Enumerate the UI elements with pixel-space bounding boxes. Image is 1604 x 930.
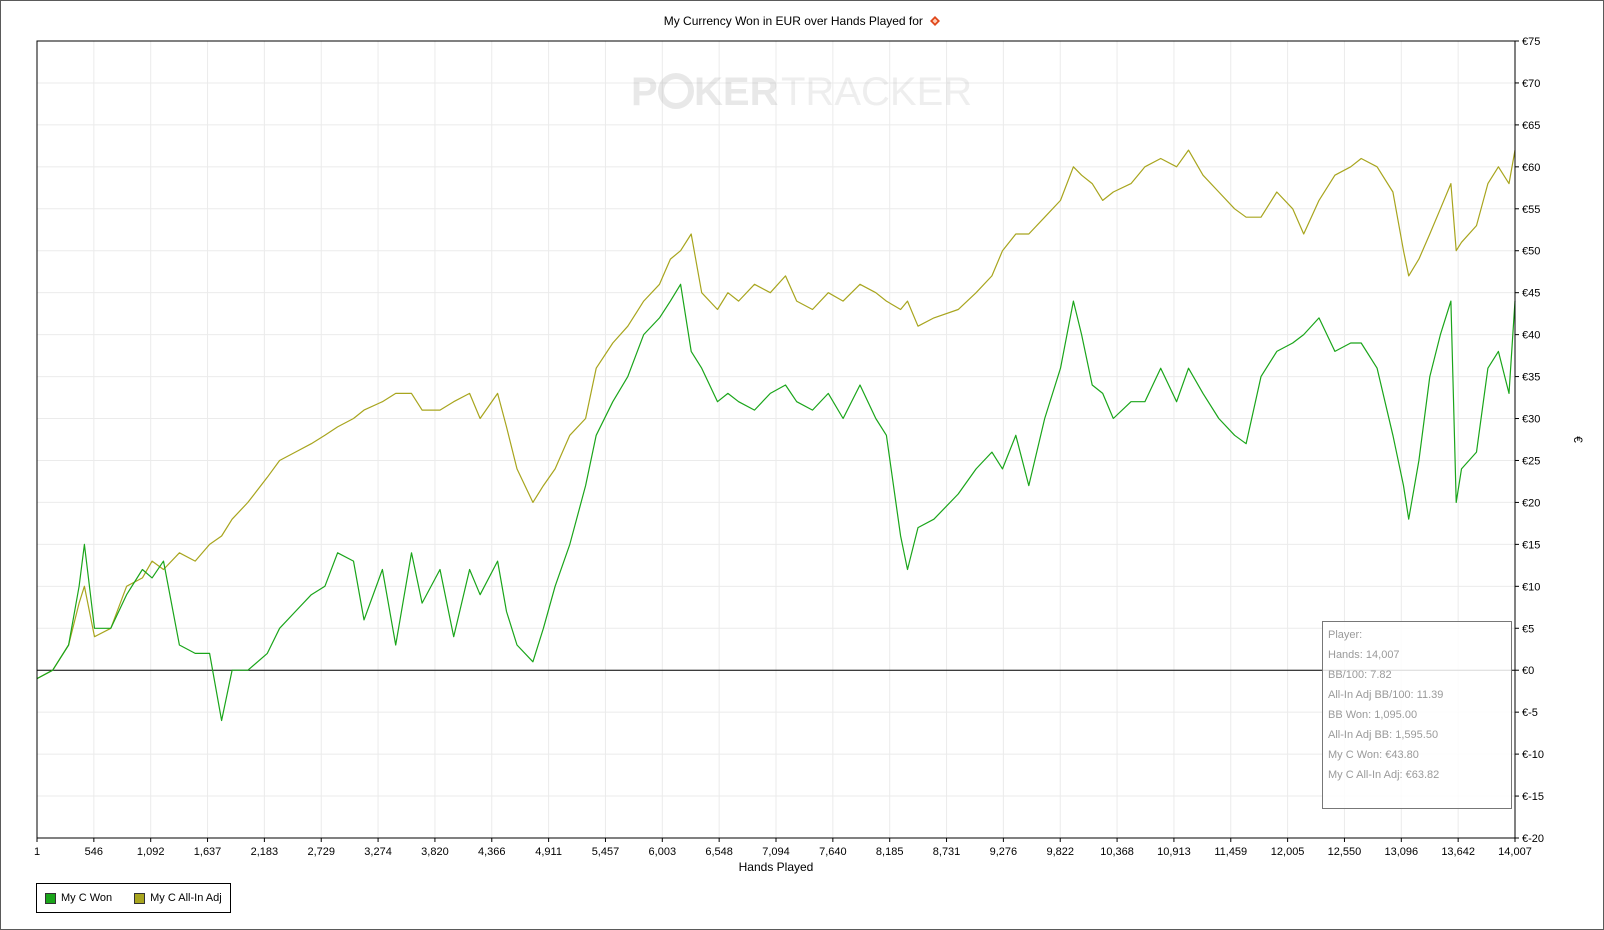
y-tick-label: €45: [1522, 288, 1540, 300]
stat-won: My C Won: €43.80: [1328, 749, 1419, 761]
legend-swatch: [45, 892, 56, 904]
chart-title: My Currency Won in EUR over Hands Played…: [0, 14, 1604, 28]
y-tick-label: €10: [1522, 581, 1540, 593]
x-tick-label: 10,913: [1157, 846, 1191, 858]
x-tick-label: 3,820: [421, 846, 449, 858]
x-tick-label: 8,731: [933, 846, 961, 858]
y-tick-label: €30: [1522, 414, 1540, 426]
x-tick-label: 2,729: [307, 846, 335, 858]
stat-bb-won: BB Won: 1,095.00: [1328, 709, 1418, 721]
x-tick-label: 2,183: [251, 846, 279, 858]
x-tick-label: 3,274: [364, 846, 392, 858]
x-tick-label: 1,637: [194, 846, 222, 858]
y-tick-label: €60: [1522, 162, 1540, 174]
stat-allin-bb100: All-In Adj BB/100: 11.39: [1328, 689, 1444, 701]
x-tick-label: 6,003: [649, 846, 677, 858]
x-tick-label: 12,005: [1271, 846, 1305, 858]
y-tick-label: €55: [1522, 204, 1540, 216]
y-axis-label: €: [1571, 436, 1585, 443]
legend-swatch: [134, 892, 146, 904]
series-line-my-c-allin-adj: [36, 149, 1516, 680]
x-tick-label: 4,366: [478, 846, 506, 858]
y-tick-label: €50: [1522, 246, 1540, 258]
stat-player: Player:: [1328, 629, 1363, 641]
player-stats-box: Player: Hands: 14,007 BB/100: 7.82 All-I…: [1322, 621, 1512, 809]
y-tick-label: €-20: [1522, 833, 1544, 845]
stat-allin-bb: All-In Adj BB: 1,595.50: [1328, 729, 1439, 741]
y-tick-label: €40: [1522, 330, 1540, 342]
stat-hands: Hands: 14,007: [1328, 649, 1400, 661]
x-axis-label: Hands Played: [739, 860, 814, 874]
grid-lines: [36, 40, 1516, 839]
x-tick-label: 10,368: [1100, 846, 1134, 858]
series-line-my-c-won: [36, 283, 1516, 722]
watermark-part1: P: [631, 70, 658, 114]
x-tick-label: 1: [34, 846, 40, 858]
y-tick-label: €25: [1522, 455, 1540, 467]
y-tick-label: €75: [1522, 36, 1540, 48]
x-tick-label: 12,550: [1328, 846, 1362, 858]
y-tick-label: €65: [1522, 120, 1540, 132]
y-tick-label: €0: [1522, 665, 1534, 677]
y-tick-label: €-5: [1522, 707, 1538, 719]
y-tick-label: €20: [1522, 497, 1540, 509]
x-tick-label: 1,092: [137, 846, 165, 858]
x-tick-label: 13,096: [1384, 846, 1418, 858]
x-tick-label: 14,007: [1498, 846, 1532, 858]
y-axis: €75 €70 €65 €60 €55 €50 €45 €40 €35 €30 €25 €20 €15 €…: [1515, 36, 1544, 845]
x-tick-label: 6,548: [705, 846, 733, 858]
watermark-chip-icon: [658, 73, 694, 109]
x-tick-label: 8,185: [876, 846, 904, 858]
x-tick-label: 7,094: [762, 846, 790, 858]
x-tick-label: 11,459: [1214, 846, 1247, 858]
x-axis: 1 546 1,092 1,637 2,183 2,729 3,274 3,820 4,366 4…: [34, 838, 1532, 858]
stat-allin-won: My C All-In Adj: €63.82: [1328, 769, 1440, 781]
x-tick-label: 546: [85, 846, 103, 858]
y-tick-label: €15: [1522, 539, 1540, 551]
x-tick-label: 9,276: [990, 846, 1018, 858]
legend-label: My C All-In Adj: [150, 892, 222, 904]
y-tick-label: €-15: [1522, 791, 1544, 803]
pokertracker-watermark: P KER TRACKER: [631, 70, 972, 114]
chart-title-text: My Currency Won in EUR over Hands Played…: [663, 14, 923, 28]
chart-legend: My C Won My C All-In Adj: [36, 883, 231, 913]
legend-item-my-c-won[interactable]: My C Won: [45, 892, 112, 904]
legend-item-my-c-allin-adj[interactable]: My C All-In Adj: [134, 892, 222, 904]
stat-bb100: BB/100: 7.82: [1328, 669, 1392, 681]
watermark-part3: TRACKER: [781, 70, 972, 114]
x-tick-label: 4,911: [535, 846, 562, 858]
y-tick-label: €70: [1522, 78, 1540, 90]
x-tick-label: 13,642: [1441, 846, 1475, 858]
y-tick-label: €35: [1522, 372, 1540, 384]
legend-label: My C Won: [61, 892, 113, 904]
x-tick-label: 5,457: [592, 846, 620, 858]
y-tick-label: €5: [1522, 623, 1534, 635]
x-tick-label: 7,640: [819, 846, 847, 858]
y-tick-label: €-10: [1522, 749, 1544, 761]
x-tick-label: 9,822: [1046, 846, 1074, 858]
watermark-part2: KER: [694, 70, 779, 114]
pokertracker-diamond-icon: [930, 16, 941, 26]
